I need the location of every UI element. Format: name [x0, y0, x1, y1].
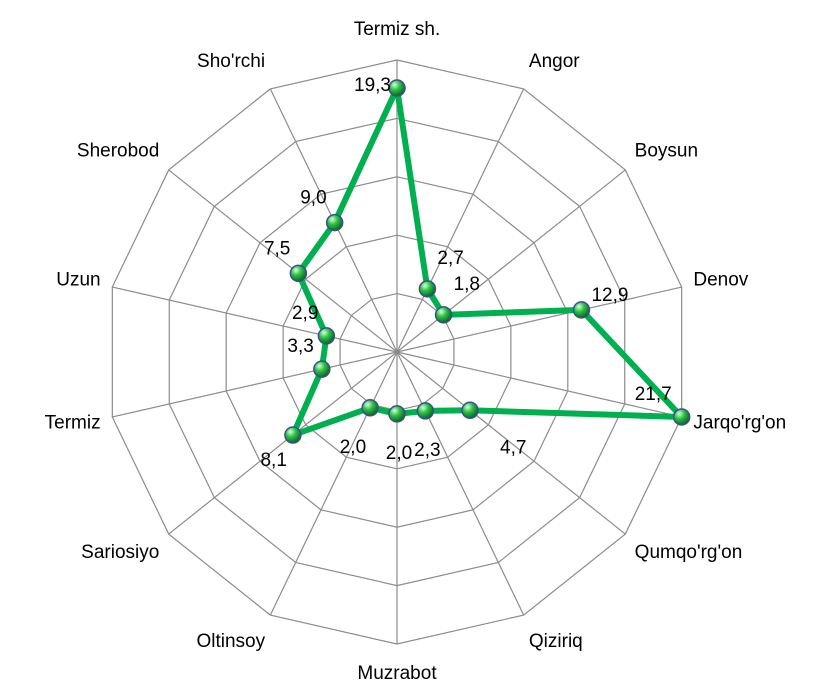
category-label: Boysun: [635, 140, 698, 161]
category-label: Sariosiyo: [81, 542, 159, 563]
data-label: 3,3: [287, 336, 313, 357]
data-label: 4,7: [500, 437, 526, 458]
category-label: Qiziriq: [529, 631, 583, 652]
data-label: 19,3: [354, 75, 391, 96]
spoke: [112, 351, 398, 418]
spoke: [269, 351, 398, 616]
category-label: Jarqo'rg'on: [693, 413, 786, 434]
data-point: [388, 79, 406, 97]
spoke: [168, 169, 398, 353]
data-label: 12,9: [591, 285, 628, 306]
data-label: 9,0: [300, 188, 326, 209]
data-point: [313, 360, 331, 378]
data-point: [388, 405, 406, 423]
spoke: [112, 286, 398, 353]
category-label: Sho'rchi: [197, 51, 265, 72]
data-point: [325, 213, 344, 232]
data-point: [416, 402, 435, 420]
spoke: [396, 286, 682, 353]
spoke: [396, 88, 525, 353]
data-label: 21,7: [635, 384, 672, 405]
data-point: [572, 301, 591, 319]
data-label: 2,0: [340, 437, 366, 458]
spoke: [396, 169, 626, 353]
spoke: [396, 351, 626, 535]
category-label: Sherobod: [77, 140, 159, 161]
data-label: 2,7: [437, 248, 463, 269]
category-label: Qumqo'rg'on: [635, 542, 743, 563]
series-line: [289, 85, 685, 439]
data-label: 1,8: [454, 274, 480, 295]
category-label: Termiz sh.: [354, 19, 441, 40]
spoke: [396, 351, 525, 616]
spoke: [396, 351, 682, 418]
data-label: 2,3: [414, 440, 440, 461]
data-point: [418, 280, 437, 298]
category-label: Oltinsoy: [196, 631, 265, 652]
data-point: [289, 264, 308, 283]
category-label: Termiz: [45, 413, 101, 434]
data-point: [284, 426, 302, 444]
data-point: [672, 408, 691, 426]
data-label: 7,5: [264, 238, 290, 259]
category-label: Denov: [693, 269, 748, 290]
category-label: Angor: [529, 51, 580, 72]
data-point: [317, 327, 336, 345]
data-point: [434, 306, 453, 324]
data-label: 8,1: [260, 450, 286, 471]
data-label: 2,9: [292, 303, 318, 324]
data-point: [461, 401, 479, 420]
data-label: 2,0: [386, 443, 412, 464]
category-label: Uzun: [56, 269, 100, 290]
category-label: Muzrabot: [357, 663, 437, 684]
spoke: [168, 351, 398, 535]
data-point: [361, 399, 379, 417]
